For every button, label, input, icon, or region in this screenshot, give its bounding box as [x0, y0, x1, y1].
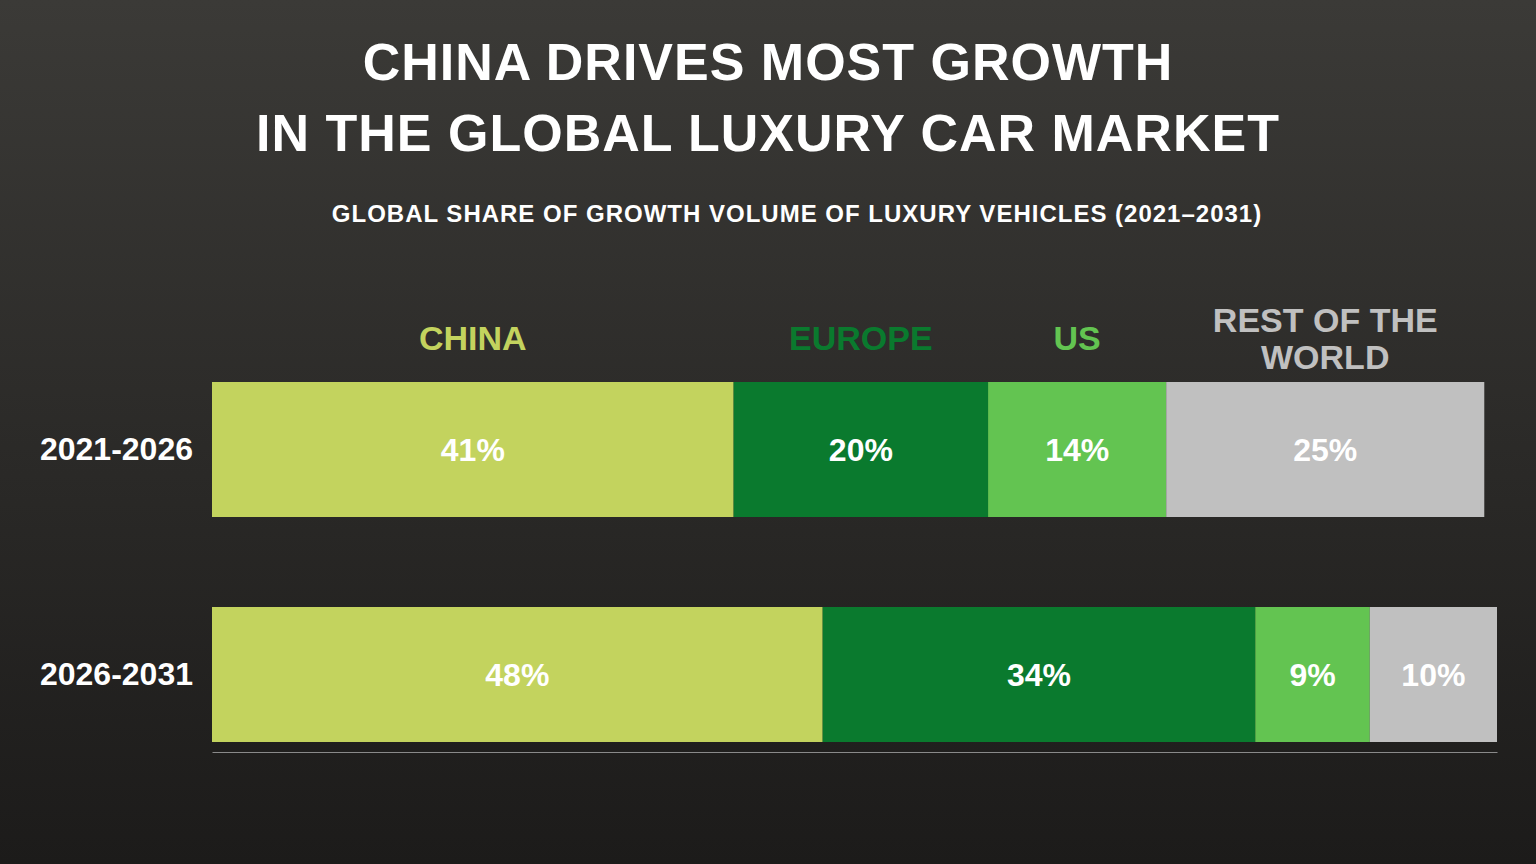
- data-label: 25%: [1293, 432, 1357, 468]
- x-axis: [213, 752, 1498, 753]
- bar-segment: [1255, 607, 1370, 742]
- legend-label: US: [1054, 319, 1101, 357]
- data-label: 14%: [1045, 432, 1109, 468]
- data-label: 9%: [1289, 657, 1335, 693]
- y-axis: 2021-2026 2026-2031: [40, 431, 193, 692]
- y-tick-label: 2021-2026: [40, 431, 193, 467]
- title: CHINA DRIVES MOST GROWTHIN THE GLOBAL LU…: [256, 33, 1280, 162]
- bar-segment: [734, 382, 988, 517]
- bar-segment: [823, 607, 1256, 742]
- background: [0, 0, 1536, 864]
- y-tick: 2026-2031: [40, 656, 193, 692]
- bar-segment: [1166, 382, 1484, 517]
- legend-label: REST OF THEWORLD: [1213, 301, 1438, 376]
- x-axis-line: [213, 752, 1498, 753]
- data-label: 41%: [441, 432, 505, 468]
- data-label: 48%: [485, 657, 549, 693]
- y-tick: 2021-2026: [40, 431, 193, 467]
- bar-segment: [988, 382, 1166, 517]
- bar-segment: [212, 382, 734, 517]
- bar-segment: [212, 607, 823, 742]
- bar-segment: [1370, 607, 1497, 742]
- legend-label: EUROPE: [789, 319, 933, 357]
- subtitle: GLOBAL SHARE OF GROWTH VOLUME OF LUXURY …: [332, 200, 1262, 227]
- data-label: 20%: [829, 432, 893, 468]
- legend-label: CHINA: [419, 319, 527, 357]
- data-label: 10%: [1401, 657, 1465, 693]
- bars: [212, 382, 1497, 742]
- data-label: 34%: [1007, 657, 1071, 693]
- legend: CHINA EUROPE US REST OF THEWORLD: [419, 301, 1438, 376]
- data-labels: 41% 48% 20% 34% 14% 9% 25% 10%: [441, 432, 1466, 693]
- y-tick-label: 2026-2031: [40, 656, 193, 692]
- chart: CHINA DRIVES MOST GROWTHIN THE GLOBAL LU…: [0, 0, 1536, 864]
